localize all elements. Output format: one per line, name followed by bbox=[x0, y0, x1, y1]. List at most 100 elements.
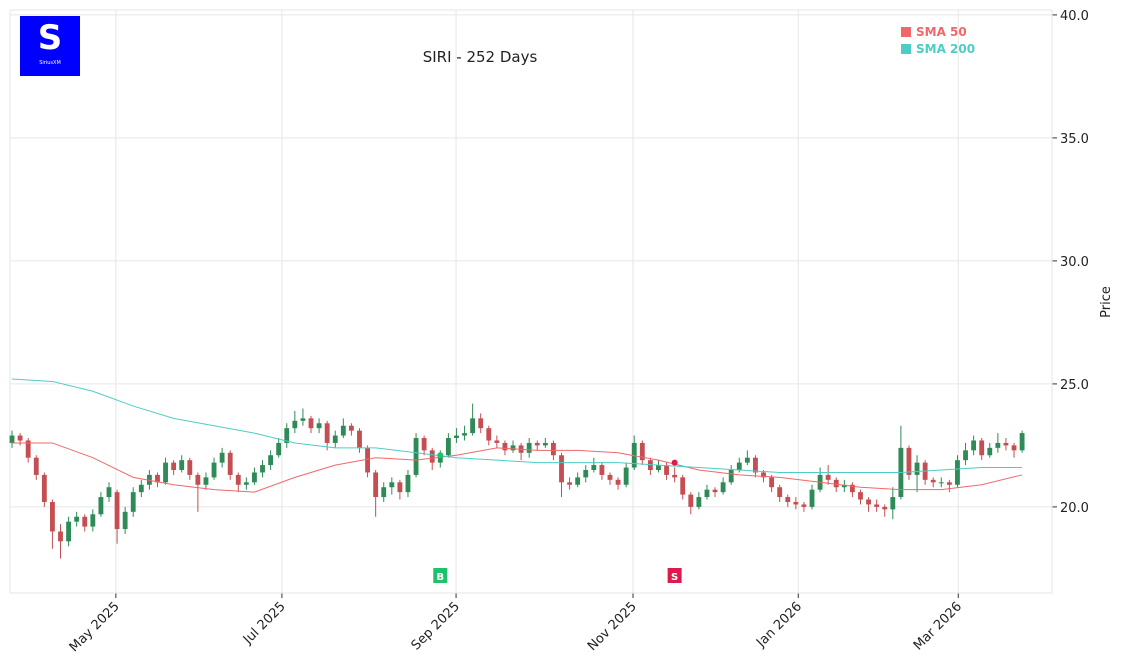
candle-body bbox=[809, 489, 815, 507]
legend-label: SMA 200 bbox=[916, 42, 975, 56]
candle-body bbox=[987, 447, 993, 456]
y-tick-label: 25.0 bbox=[1060, 378, 1089, 393]
candle-body bbox=[373, 472, 379, 498]
candle-body bbox=[260, 465, 265, 473]
candle-body bbox=[744, 457, 750, 463]
y-tick-label: 20.0 bbox=[1060, 501, 1089, 516]
candle-body bbox=[502, 442, 508, 451]
candle-body bbox=[90, 514, 96, 527]
candle-body bbox=[680, 477, 686, 495]
candle-body bbox=[58, 531, 63, 542]
candle-body bbox=[211, 462, 217, 478]
logo bbox=[20, 16, 80, 76]
candle-body bbox=[567, 482, 573, 485]
candle-body bbox=[494, 440, 500, 443]
candle-body bbox=[9, 435, 15, 443]
candle-body bbox=[874, 504, 880, 507]
candle-body bbox=[639, 442, 645, 461]
candle-body bbox=[82, 516, 88, 527]
candle-body bbox=[890, 497, 896, 510]
candle-body bbox=[696, 497, 702, 507]
candle-body bbox=[187, 460, 193, 475]
candle-body bbox=[106, 487, 112, 498]
candle-body bbox=[252, 472, 257, 483]
candle-body bbox=[462, 433, 467, 436]
candle-body bbox=[66, 521, 72, 542]
candle-body bbox=[728, 470, 734, 483]
candle-body bbox=[1019, 433, 1025, 451]
candle-body bbox=[664, 465, 669, 475]
candle-body bbox=[623, 467, 629, 485]
sma-line bbox=[12, 442, 1023, 493]
candle-body bbox=[979, 440, 985, 456]
candle-body bbox=[243, 482, 249, 485]
candle-body bbox=[688, 494, 694, 507]
candle-body bbox=[171, 462, 177, 471]
candle-body bbox=[429, 450, 435, 463]
candle-body bbox=[138, 484, 144, 493]
candle-body bbox=[114, 492, 120, 530]
candle-body bbox=[292, 420, 298, 429]
candle-body bbox=[914, 462, 920, 475]
candle-body bbox=[163, 462, 168, 483]
legend-label: SMA 50 bbox=[916, 25, 967, 39]
candle-body bbox=[219, 452, 225, 463]
x-tick-label: Mar 2026 bbox=[911, 599, 965, 653]
x-tick-label: Jan 2026 bbox=[753, 599, 805, 651]
candle-body bbox=[753, 457, 758, 473]
candle-body bbox=[575, 477, 581, 485]
candle-body bbox=[74, 516, 80, 522]
candle-body bbox=[437, 455, 443, 463]
candle-body bbox=[300, 418, 306, 421]
candle-body bbox=[227, 452, 233, 475]
x-tick-label: Jul 2025 bbox=[240, 599, 289, 648]
sma-line bbox=[11, 378, 1023, 473]
candle-body bbox=[930, 479, 936, 483]
candle-body bbox=[995, 442, 1001, 448]
candle-body bbox=[866, 499, 871, 505]
candle-body bbox=[858, 492, 863, 500]
legend-swatch bbox=[901, 27, 911, 37]
logo-icon: S bbox=[38, 18, 63, 58]
candle-body bbox=[761, 472, 766, 478]
candle-body bbox=[938, 482, 944, 484]
candle-body bbox=[348, 425, 354, 431]
candle-body bbox=[550, 442, 556, 456]
candle-body bbox=[559, 455, 564, 483]
candle-body bbox=[704, 489, 710, 498]
candle-body bbox=[971, 440, 977, 451]
candle-body bbox=[583, 470, 589, 478]
candle-body bbox=[777, 487, 783, 498]
candle-body bbox=[276, 442, 282, 456]
candle-body bbox=[720, 482, 726, 493]
candle-body bbox=[130, 492, 136, 512]
candle-body bbox=[955, 460, 960, 485]
candle-body bbox=[1003, 442, 1009, 446]
y-tick-label: 30.0 bbox=[1060, 255, 1089, 270]
candle-body bbox=[195, 474, 201, 485]
candle-body bbox=[712, 489, 718, 493]
candle-body bbox=[33, 457, 39, 475]
candle-body bbox=[785, 497, 791, 502]
x-tick-label: May 2025 bbox=[67, 599, 123, 655]
candle-body bbox=[41, 474, 47, 502]
candle-body bbox=[284, 428, 290, 443]
candle-body bbox=[478, 418, 484, 429]
candle-body bbox=[17, 435, 23, 441]
candle-body bbox=[413, 438, 419, 475]
legend-swatch bbox=[901, 44, 911, 54]
candle-body bbox=[25, 440, 31, 458]
candle-body bbox=[445, 438, 451, 456]
y-tick-label: 35.0 bbox=[1060, 132, 1089, 147]
candle-body bbox=[235, 474, 241, 485]
logo-text: SiriusXM bbox=[39, 60, 61, 66]
candle-body bbox=[607, 474, 613, 480]
candle-body bbox=[324, 423, 330, 443]
y-tick-label: 40.0 bbox=[1060, 9, 1089, 24]
candle-body bbox=[882, 506, 888, 510]
candle-body bbox=[203, 477, 209, 485]
candle-body bbox=[801, 504, 807, 507]
y-axis-label: Price bbox=[1099, 286, 1114, 318]
candle-body bbox=[963, 450, 968, 461]
